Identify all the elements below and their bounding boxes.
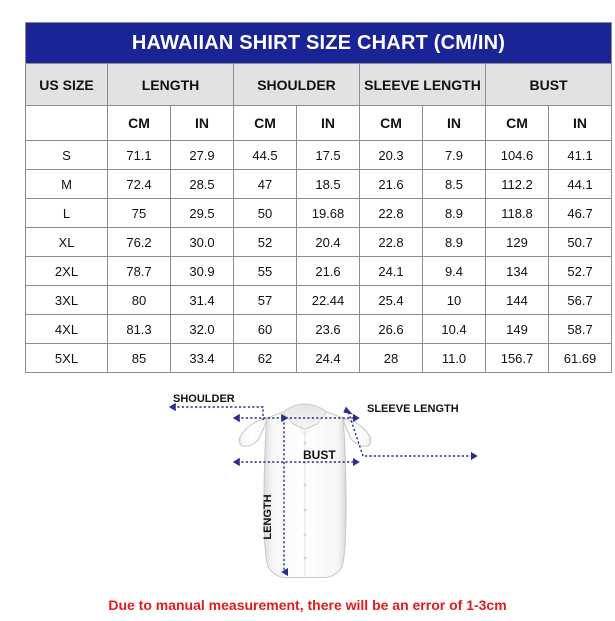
svg-text:SLEEVE LENGTH: SLEEVE LENGTH [367, 403, 459, 415]
svg-text:LENGTH: LENGTH [262, 494, 274, 539]
svg-text:BUST: BUST [303, 448, 336, 462]
svg-text:SHOULDER: SHOULDER [173, 393, 235, 405]
